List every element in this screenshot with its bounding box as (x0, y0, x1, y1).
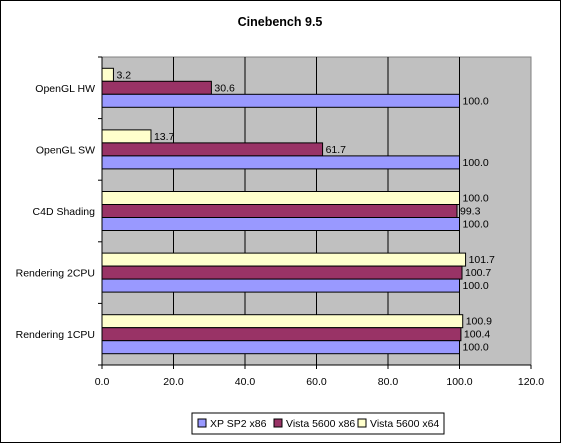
bar (101, 67, 114, 82)
bar (101, 80, 212, 95)
bar (101, 217, 460, 231)
bar (101, 265, 463, 280)
data-label: 99.3 (460, 206, 481, 218)
x-tick-label: 0.0 (95, 376, 110, 388)
bar (101, 252, 467, 267)
legend-box (191, 412, 445, 435)
data-label: 100.0 (463, 219, 489, 231)
y-tick-label: C4D Shading (33, 206, 96, 218)
data-label: 101.7 (469, 254, 495, 266)
x-tick-label: 120.0 (518, 376, 544, 388)
x-tick-label: 40.0 (235, 376, 256, 388)
bar (101, 340, 460, 355)
data-label: 100.0 (463, 342, 489, 354)
legend-swatch (273, 418, 283, 428)
bar (101, 142, 324, 157)
data-label: 100.9 (466, 316, 492, 328)
y-tick-label: Rendering 1CPU (16, 329, 95, 341)
legend-label: XP SP2 x86 (210, 418, 267, 430)
bar (101, 278, 460, 293)
bar (101, 129, 152, 144)
bar (101, 204, 458, 218)
bars (101, 67, 467, 355)
bar (101, 314, 464, 329)
x-tick-label: 20.0 (163, 376, 184, 388)
legend-label: Vista 5600 x64 (370, 418, 439, 430)
data-label: 100.0 (463, 157, 489, 169)
data-label: 61.7 (326, 144, 347, 156)
legend: XP SP2 x86 Vista 5600 x86 Vista 5600 x64 (191, 412, 445, 435)
data-label: 3.2 (116, 69, 131, 81)
bar (101, 155, 460, 170)
x-tick-label: 60.0 (306, 376, 327, 388)
x-tick-label: 100.0 (446, 376, 472, 388)
data-label: 100.0 (463, 280, 489, 292)
legend-swatch (197, 418, 207, 428)
legend-label: Vista 5600 x86 (286, 418, 355, 430)
legend-swatch (357, 418, 367, 428)
data-label: 100.0 (463, 193, 489, 205)
data-label: 30.6 (214, 82, 235, 94)
chart-title: Cinebench 9.5 (238, 15, 323, 29)
bar (101, 191, 460, 205)
data-label: 100.0 (463, 95, 489, 107)
bar (101, 93, 460, 108)
axes: 0.0 20.0 40.0 60.0 80.0 100.0 120.0 OpenGL HW Op… (16, 56, 544, 388)
data-label: 100.7 (465, 267, 491, 279)
data-labels: 3.230.6100.013.761.7100.0100.099.3100.01… (116, 69, 495, 353)
data-label: 100.4 (464, 329, 490, 341)
x-tick-label: 80.0 (378, 376, 399, 388)
bar (101, 327, 462, 342)
y-tick-label: OpenGL HW (35, 83, 95, 95)
y-tick-label: OpenGL SW (36, 144, 95, 156)
data-label: 13.7 (154, 131, 175, 143)
y-tick-label: Rendering 2CPU (16, 268, 95, 280)
